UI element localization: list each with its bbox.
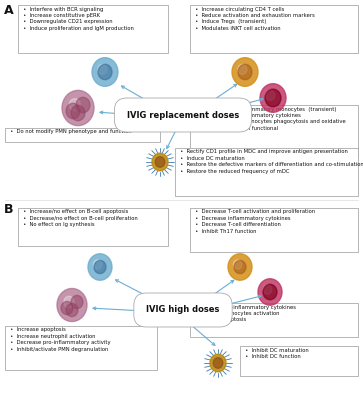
FancyBboxPatch shape: [190, 5, 358, 53]
Circle shape: [98, 64, 107, 74]
FancyBboxPatch shape: [190, 105, 358, 157]
Circle shape: [88, 254, 112, 280]
Circle shape: [266, 90, 275, 100]
Circle shape: [94, 260, 106, 274]
Text: •  Increase circulating CD4 T cells
  •  Reduce activation and exhaustion marker: • Increase circulating CD4 T cells • Red…: [192, 6, 315, 31]
Text: B: B: [4, 203, 13, 216]
Text: •  Increase/no effect on B-cell apoptosis
  •  Decrease/no effect on B-cell prol: • Increase/no effect on B-cell apoptosis…: [20, 210, 138, 227]
Circle shape: [57, 288, 87, 322]
FancyBboxPatch shape: [175, 148, 358, 196]
FancyBboxPatch shape: [5, 326, 157, 370]
Circle shape: [234, 260, 246, 274]
Text: IVIG high doses: IVIG high doses: [146, 306, 220, 314]
FancyBboxPatch shape: [240, 346, 358, 376]
Text: IVIG replacement doses: IVIG replacement doses: [127, 110, 239, 120]
Circle shape: [92, 58, 118, 86]
Circle shape: [61, 301, 73, 315]
FancyBboxPatch shape: [18, 5, 168, 53]
Text: •  Inhibit DC maturation
  •  Inhibit DC function: • Inhibit DC maturation • Inhibit DC fun…: [242, 348, 309, 359]
Circle shape: [264, 285, 272, 294]
Circle shape: [71, 105, 85, 121]
Circle shape: [263, 284, 277, 300]
Circle shape: [155, 157, 165, 167]
Circle shape: [238, 64, 247, 74]
Circle shape: [213, 358, 223, 368]
FancyBboxPatch shape: [18, 208, 168, 246]
Circle shape: [64, 296, 74, 308]
Circle shape: [62, 90, 94, 126]
Circle shape: [258, 279, 282, 305]
Circle shape: [93, 260, 102, 269]
Text: •  Interfere with BCR signaling
  •  Increase constitutive pERK
  •  Downregulat: • Interfere with BCR signaling • Increas…: [20, 6, 134, 31]
Circle shape: [210, 354, 226, 372]
Circle shape: [66, 303, 78, 317]
Text: •  Reduce pro-inflammatory cytokines
  •  Reduce monocytes activation
  •  Induc: • Reduce pro-inflammatory cytokines • Re…: [192, 304, 296, 322]
Circle shape: [69, 99, 80, 111]
Circle shape: [152, 153, 168, 171]
Circle shape: [98, 64, 112, 80]
FancyBboxPatch shape: [190, 208, 358, 252]
Text: A: A: [4, 4, 14, 17]
Text: •  Increase apoptosis
  •  Increase neutrophil activation
  •  Decrease pro-infl: • Increase apoptosis • Increase neutroph…: [7, 328, 111, 352]
Text: •  Decrease pro-inflammatory monocytes  (transient)
  •  Suppress pro-inflammato: • Decrease pro-inflammatory monocytes (t…: [192, 106, 346, 131]
Circle shape: [228, 254, 252, 280]
Text: •  Do not modify PMN phenotype and function: • Do not modify PMN phenotype and functi…: [7, 130, 132, 134]
FancyBboxPatch shape: [5, 128, 160, 142]
Circle shape: [76, 97, 90, 113]
Circle shape: [260, 84, 286, 112]
Circle shape: [71, 295, 83, 309]
FancyBboxPatch shape: [190, 303, 358, 337]
Circle shape: [265, 89, 281, 107]
Circle shape: [232, 58, 258, 86]
Circle shape: [238, 64, 252, 80]
Text: •  Rectify CD1 profile in MDC and improve antigen presentation
  •  Induce DC ma: • Rectify CD1 profile in MDC and improve…: [177, 150, 363, 174]
Text: •  Decrease T-cell activation and proliferation
  •  Decrease inflammatory cytok: • Decrease T-cell activation and prolife…: [192, 210, 315, 234]
Circle shape: [66, 103, 80, 119]
Circle shape: [233, 260, 242, 269]
